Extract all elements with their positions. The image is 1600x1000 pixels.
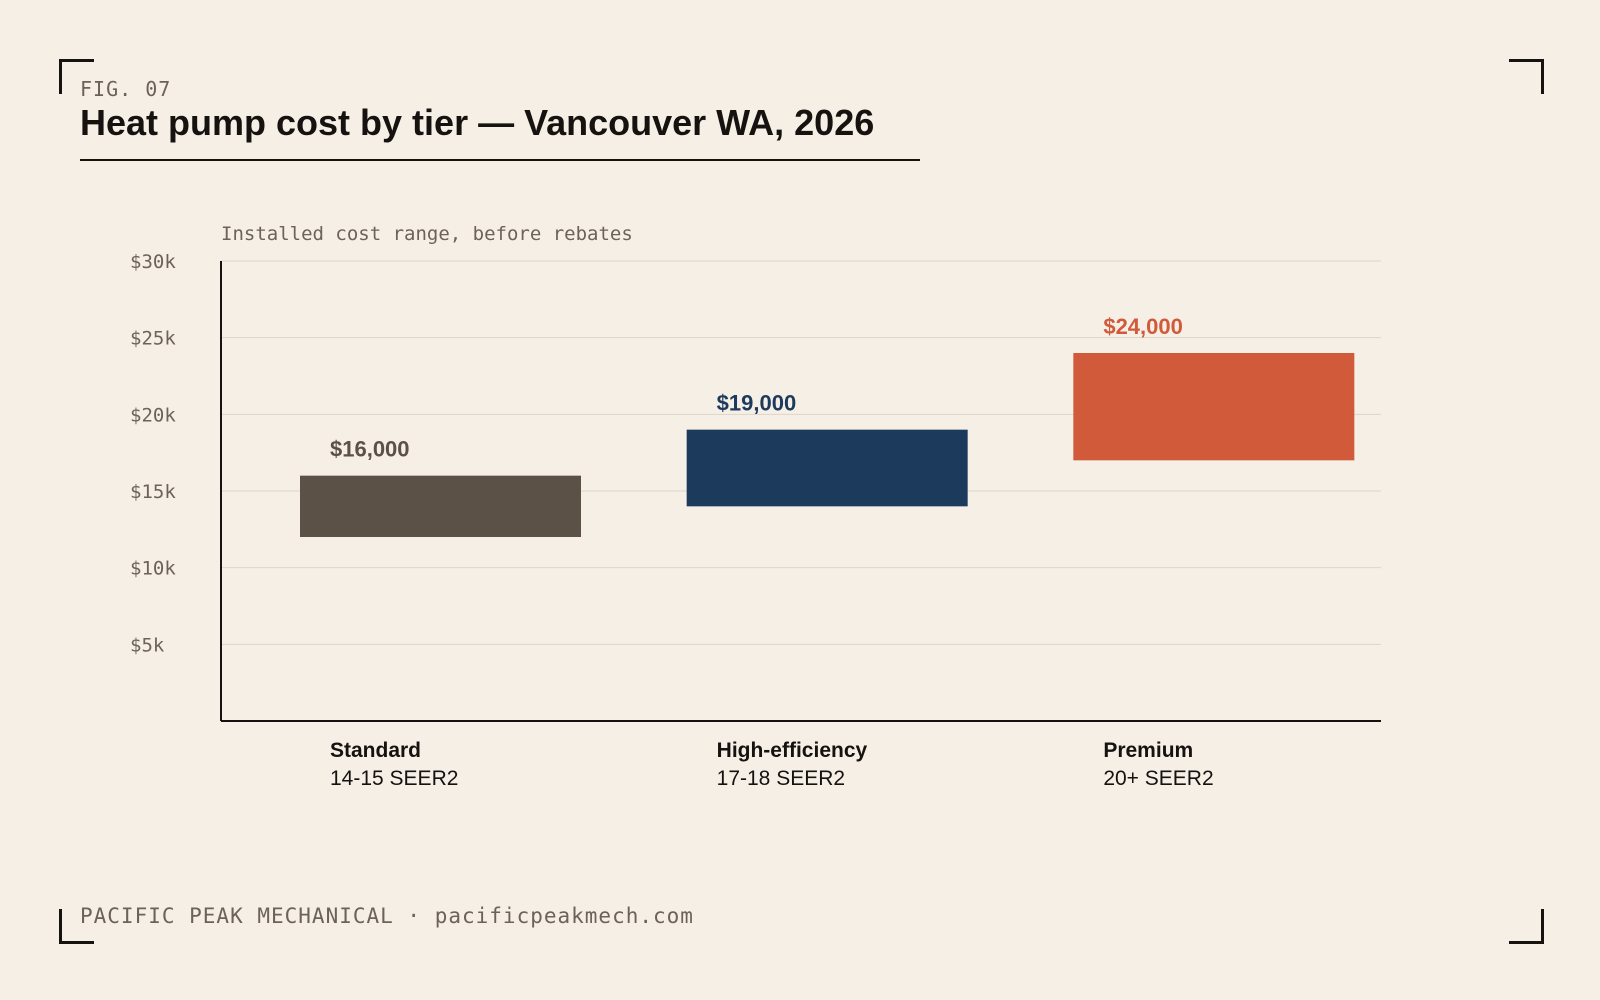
y-tick-label: $5k: [130, 634, 165, 656]
corner-mark-top-right: [1509, 59, 1544, 94]
x-category-label: Standard: [330, 739, 421, 762]
x-category-sublabel: 17-18 SEER2: [717, 767, 845, 790]
range-bar: [686, 429, 968, 507]
footer-credit: PACIFIC PEAK MECHANICAL · pacificpeakmec…: [80, 904, 694, 928]
y-tick-label: $25k: [130, 328, 176, 350]
x-category-sublabel: 20+ SEER2: [1103, 767, 1213, 790]
y-tick-label: $10k: [130, 558, 176, 580]
bar-value-label: $16,000: [330, 437, 410, 462]
x-category-sublabel: 14-15 SEER2: [330, 767, 458, 790]
range-bar: [300, 475, 581, 537]
x-category-label: Premium: [1103, 739, 1193, 762]
y-tick-label: $15k: [130, 481, 176, 503]
corner-mark-bottom-right: [1509, 909, 1544, 944]
range-bar: [1073, 353, 1355, 461]
y-tick-label: $30k: [130, 251, 176, 273]
chart-title: Heat pump cost by tier — Vancouver WA, 2…: [80, 102, 875, 143]
title-underline: [80, 159, 920, 161]
figure-label: FIG. 07: [80, 77, 172, 101]
corner-mark-top-left: [59, 59, 94, 94]
bar-value-label: $24,000: [1103, 314, 1183, 339]
bar-value-label: $19,000: [717, 391, 797, 416]
corner-mark-bottom-left: [59, 909, 94, 944]
y-tick-label: $20k: [130, 404, 176, 426]
chart-subtitle: Installed cost range, before rebates: [221, 223, 633, 245]
x-category-label: High-efficiency: [717, 739, 868, 762]
